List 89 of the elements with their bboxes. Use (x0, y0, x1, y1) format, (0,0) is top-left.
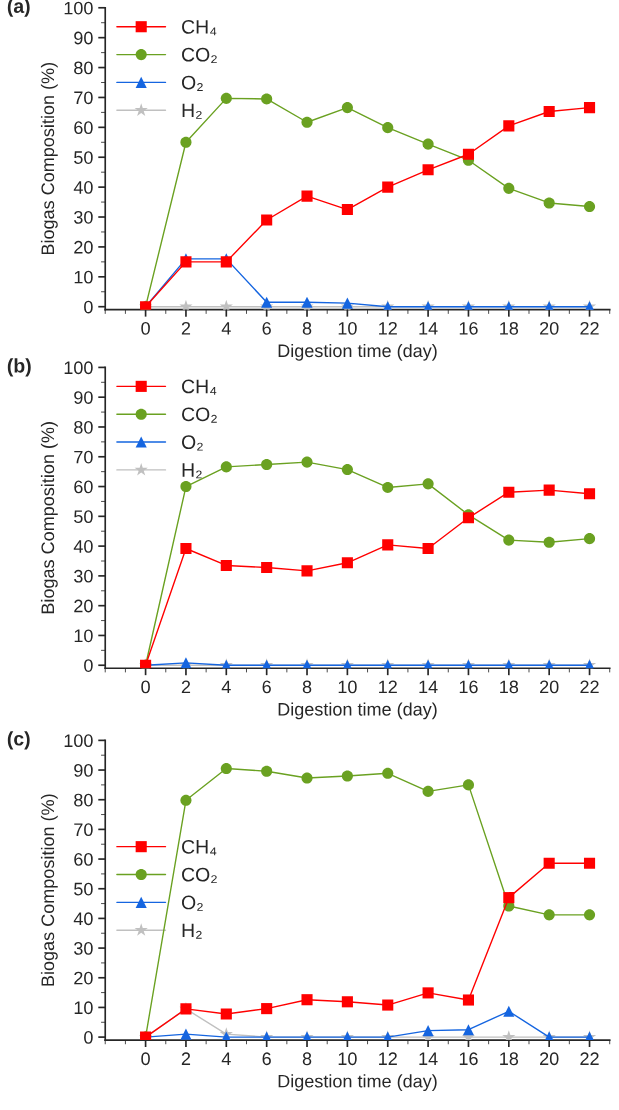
x-tick-label: 10 (338, 680, 357, 694)
y-tick-label: 40 (73, 540, 93, 553)
legend-label: CO₂ (182, 867, 217, 883)
y-tick-label: 60 (74, 121, 93, 135)
y-tick-label: 90 (74, 763, 93, 777)
x-tick-label: 8 (302, 680, 312, 694)
x-tick-label: 18 (500, 680, 519, 694)
x-tick-label: 16 (459, 1052, 478, 1066)
x-axis-title: Digestion time (day) (278, 1074, 437, 1092)
y-tick-label: 10 (74, 270, 93, 284)
x-tick-label: 20 (540, 1052, 559, 1066)
y-tick-label: 70 (74, 91, 93, 105)
y-tick-label: 80 (74, 420, 93, 434)
y-tick-label: 0 (84, 659, 93, 672)
x-tick-label: 0 (141, 1052, 150, 1066)
x-tick-label: 2 (181, 321, 191, 335)
legend-label: O₂ (181, 75, 203, 91)
y-tick-label: 100 (64, 361, 93, 375)
chart-title: (b) (7, 358, 31, 377)
legend-label: CH₄ (182, 19, 217, 36)
x-tick-label: 14 (419, 322, 438, 335)
y-tick-label: 100 (64, 1, 93, 15)
x-tick-label: 10 (338, 1052, 357, 1066)
legend-label: H₂ (182, 923, 202, 939)
y-tick-label: 10 (74, 629, 93, 643)
x-tick-label: 6 (262, 680, 271, 694)
y-tick-label: 50 (74, 510, 93, 524)
x-tick-label: 8 (302, 1052, 312, 1066)
y-tick-label: 30 (74, 942, 93, 955)
y-tick-label: 50 (74, 882, 93, 896)
x-tick-label: 12 (379, 680, 397, 694)
y-tick-label: 20 (74, 971, 93, 985)
legend-label: CH₄ (182, 379, 217, 395)
y-tick-label: 30 (74, 569, 93, 583)
x-tick-label: 4 (221, 1052, 231, 1065)
x-tick-label: 0 (141, 680, 150, 694)
y-tick-label: 10 (74, 1001, 93, 1015)
legend-label: CH₄ (182, 839, 217, 856)
x-tick-label: 2 (181, 680, 191, 694)
x-tick-label: 8 (302, 321, 312, 335)
legend-label: CO₂ (182, 47, 217, 64)
x-tick-label: 6 (262, 321, 271, 335)
y-tick-label: 20 (74, 599, 93, 613)
y-tick-label: 50 (74, 151, 93, 164)
y-tick-label: 80 (74, 61, 93, 75)
x-tick-label: 14 (419, 1052, 438, 1065)
x-tick-label: 12 (379, 321, 397, 335)
x-tick-label: 20 (540, 321, 559, 335)
y-tick-label: 70 (74, 450, 93, 464)
legend-label: O₂ (181, 435, 203, 451)
x-tick-label: 18 (500, 1052, 519, 1066)
y-axis-title: Biogas Composition (%) (40, 794, 58, 986)
y-tick-label: 40 (73, 181, 93, 194)
x-tick-label: 22 (580, 680, 599, 694)
y-tick-label: 80 (74, 793, 93, 807)
y-tick-label: 90 (74, 31, 93, 45)
y-tick-label: 0 (84, 1031, 93, 1044)
y-tick-label: 40 (73, 912, 93, 926)
x-tick-label: 6 (262, 1052, 271, 1066)
x-axis-title: Digestion time (day) (278, 343, 437, 361)
legend-label: O₂ (181, 895, 203, 911)
y-tick-label: 60 (74, 853, 93, 866)
chart-title: (c) (7, 731, 30, 750)
x-tick-label: 22 (580, 321, 599, 335)
y-tick-label: 60 (74, 480, 93, 494)
y-tick-label: 30 (74, 210, 93, 224)
x-tick-label: 16 (459, 680, 478, 694)
x-tick-label: 10 (338, 321, 357, 335)
y-tick-label: 90 (74, 391, 93, 404)
y-tick-label: 20 (74, 240, 93, 254)
y-tick-label: 70 (74, 823, 93, 837)
y-axis-title: Biogas Composition (%) (40, 63, 58, 255)
y-tick-label: 100 (64, 734, 93, 748)
y-axis-title: Biogas Composition (%) (40, 422, 58, 614)
legend-label: CO₂ (182, 407, 217, 423)
x-tick-label: 16 (459, 321, 478, 335)
x-tick-label: 12 (379, 1052, 397, 1065)
x-tick-label: 0 (141, 321, 150, 335)
x-tick-label: 4 (221, 322, 231, 335)
x-tick-label: 2 (181, 1052, 191, 1065)
x-tick-label: 4 (221, 680, 231, 694)
legend-label: H₂ (182, 463, 202, 479)
y-tick-label: 0 (84, 300, 93, 314)
x-axis-title: Digestion time (day) (278, 702, 437, 720)
x-tick-label: 20 (540, 680, 559, 694)
x-tick-label: 18 (500, 321, 519, 335)
x-tick-label: 14 (419, 680, 438, 694)
x-tick-label: 22 (580, 1052, 599, 1065)
legend-label: H₂ (182, 103, 202, 119)
